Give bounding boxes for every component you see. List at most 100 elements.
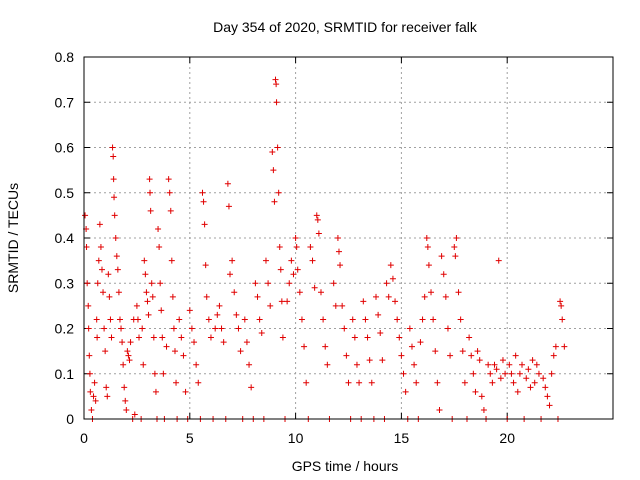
data-point	[335, 248, 342, 255]
data-point	[167, 207, 174, 214]
data-point	[171, 348, 178, 355]
y-tick-labels: 0 0.1 0.2 0.3 0.4 0.5 0.6 0.7 0.8	[55, 49, 75, 427]
chart-title: Day 354 of 2020, SRMTID for receiver fal…	[213, 19, 478, 35]
data-point	[87, 388, 94, 395]
x-tick-label: 0	[80, 430, 88, 446]
data-point	[109, 144, 116, 151]
data-point	[256, 316, 263, 323]
data-point	[102, 348, 109, 355]
data-point	[334, 235, 341, 241]
data-point	[93, 316, 100, 323]
data-point	[248, 384, 255, 391]
data-point	[452, 253, 459, 260]
data-point	[313, 212, 320, 219]
data-point	[182, 388, 189, 395]
data-point	[375, 311, 382, 318]
data-point	[107, 316, 114, 323]
data-point	[277, 266, 284, 273]
data-point	[400, 370, 407, 377]
data-point	[111, 212, 118, 219]
data-point	[502, 370, 509, 377]
data-point	[421, 293, 428, 300]
grid	[84, 57, 613, 419]
data-point	[86, 352, 93, 359]
data-point	[178, 334, 185, 341]
data-point	[133, 302, 140, 309]
data-point	[546, 402, 553, 409]
data-point	[131, 411, 138, 418]
data-point	[148, 280, 155, 287]
data-point	[201, 221, 208, 228]
data-point	[373, 293, 380, 300]
data-point	[343, 352, 350, 359]
y-tick-label: 0.7	[55, 94, 75, 110]
data-point	[273, 99, 280, 106]
data-point	[115, 289, 122, 296]
data-point	[269, 149, 276, 156]
data-point	[294, 266, 301, 273]
data-point	[146, 176, 153, 183]
data-point	[396, 334, 403, 341]
data-point	[145, 311, 152, 318]
data-point	[542, 384, 549, 391]
data-point	[544, 393, 551, 400]
data-point	[105, 271, 112, 278]
data-point	[274, 144, 281, 151]
data-point	[303, 379, 310, 386]
data-point	[212, 325, 219, 332]
data-point	[558, 302, 565, 309]
data-point	[122, 397, 129, 404]
data-point	[267, 302, 274, 309]
data-point	[278, 298, 285, 305]
data-point	[110, 153, 117, 160]
data-point	[246, 361, 253, 368]
data-point	[176, 316, 183, 323]
data-point	[470, 370, 477, 377]
data-point	[322, 343, 329, 350]
data-point	[139, 325, 146, 332]
data-point	[276, 244, 283, 251]
data-point	[120, 361, 127, 368]
data-point	[200, 198, 207, 205]
data-point	[389, 275, 396, 282]
data-point	[292, 235, 299, 241]
data-point	[487, 370, 494, 377]
data-point	[288, 257, 295, 264]
data-point	[311, 284, 318, 291]
data-point	[252, 280, 259, 287]
data-point	[202, 262, 209, 269]
y-tick-label: 0	[66, 411, 74, 427]
data-point	[96, 221, 103, 228]
y-tick-label: 0.5	[55, 185, 75, 201]
data-point	[104, 393, 111, 400]
data-point	[90, 393, 97, 400]
data-point	[166, 189, 173, 196]
data-point	[444, 325, 451, 332]
data-point	[216, 302, 223, 309]
data-point	[140, 361, 147, 368]
data-point	[459, 348, 466, 355]
data-point	[82, 212, 89, 219]
x-tick-label: 15	[394, 430, 410, 446]
x-axis-label: GPS time / hours	[292, 458, 399, 474]
data-point	[339, 302, 346, 309]
data-point	[523, 375, 530, 382]
plot-frame	[83, 56, 614, 420]
data-point	[92, 397, 99, 404]
data-point	[225, 203, 232, 210]
data-point	[455, 289, 462, 296]
data-point	[134, 316, 141, 323]
data-point	[557, 298, 564, 305]
data-point	[141, 257, 148, 264]
data-point	[193, 361, 200, 368]
data-point	[535, 370, 542, 377]
data-point	[205, 316, 212, 323]
data-point	[349, 316, 356, 323]
data-point	[91, 379, 98, 386]
data-point	[353, 361, 360, 368]
data-point	[296, 289, 303, 296]
x-tick-label: 5	[186, 430, 194, 446]
data-points	[82, 76, 568, 422]
data-point	[379, 357, 386, 364]
data-point	[406, 325, 413, 332]
